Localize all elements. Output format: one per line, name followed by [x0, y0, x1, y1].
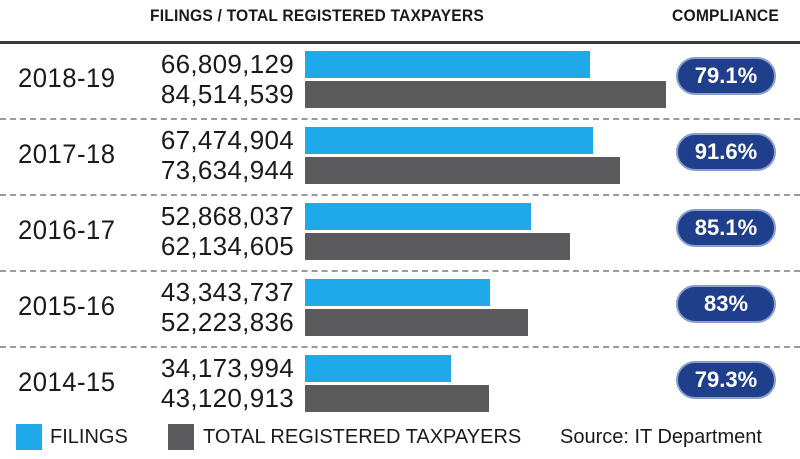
year-label: 2017-18: [18, 139, 116, 169]
filings-value-label: 34,173,994: [160, 353, 294, 383]
year-label: 2015-16: [18, 291, 116, 321]
row-separator: [0, 118, 800, 120]
taxpayers-value-label: 62,134,605: [160, 231, 294, 261]
row-separator: [0, 270, 800, 272]
filings-value-label: 67,474,904: [160, 125, 294, 155]
filings-value-label: 43,343,737: [160, 277, 294, 307]
legend-swatch-taxpayers: [168, 424, 194, 450]
filings-bar: [305, 279, 490, 306]
taxpayers-bar: [305, 385, 489, 412]
year-label: 2014-15: [18, 367, 116, 397]
filings-bar: [305, 355, 451, 382]
taxpayers-value-label: 43,120,913: [160, 383, 294, 413]
filings-bar: [305, 51, 590, 78]
compliance-badge: 85.1%: [676, 209, 776, 247]
header-rule: [0, 41, 800, 44]
legend-label-filings: FILINGS: [50, 426, 128, 448]
compliance-badge: 91.6%: [676, 133, 776, 171]
year-label: 2016-17: [18, 215, 116, 245]
filings-value-label: 66,809,129: [160, 49, 294, 79]
taxpayers-value-label: 84,514,539: [160, 79, 294, 109]
filings-bar: [305, 203, 531, 230]
legend-swatch-filings: [16, 424, 42, 450]
compliance-badge: 79.1%: [676, 57, 776, 95]
legend-label-taxpayers: TOTAL REGISTERED TAXPAYERS: [203, 426, 522, 448]
filings-bar: [305, 127, 593, 154]
row-separator: [0, 194, 800, 196]
taxpayers-value-label: 73,634,944: [160, 155, 294, 185]
taxpayers-bar: [305, 309, 528, 336]
year-label: 2018-19: [18, 63, 116, 93]
taxpayers-value-label: 52,223,836: [160, 307, 294, 337]
source-note: Source: IT Department: [560, 426, 762, 448]
filings-value-label: 52,868,037: [160, 201, 294, 231]
taxpayers-bar: [305, 233, 570, 260]
row-separator: [0, 346, 800, 348]
compliance-badge: 83%: [676, 285, 776, 323]
taxpayers-bar: [305, 81, 666, 108]
chart-title: FILINGS / TOTAL REGISTERED TAXPAYERS: [150, 6, 484, 25]
compliance-badge: 79.3%: [676, 361, 776, 399]
taxpayers-bar: [305, 157, 620, 184]
compliance-header: COMPLIANCE: [672, 6, 779, 25]
